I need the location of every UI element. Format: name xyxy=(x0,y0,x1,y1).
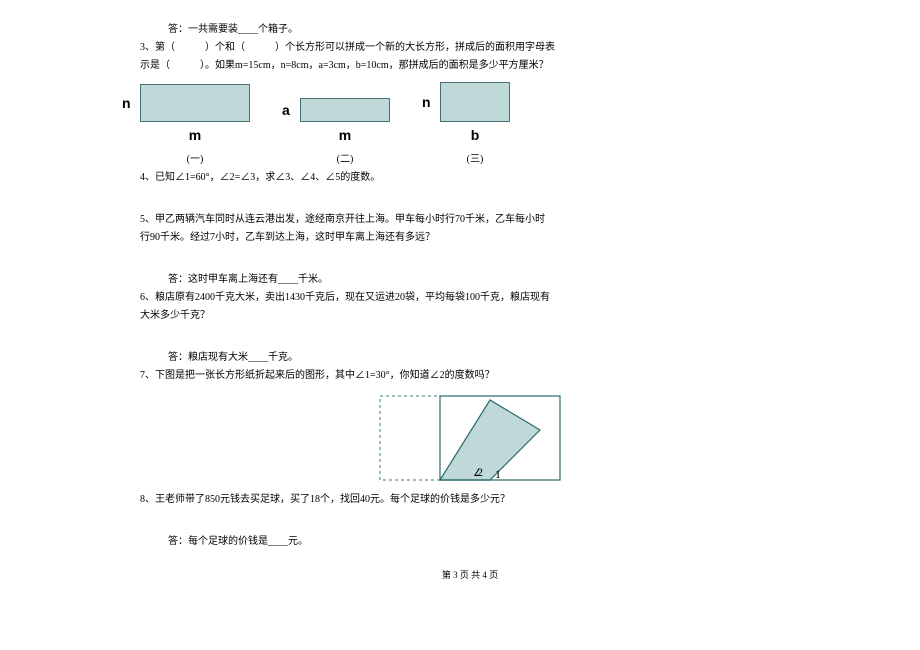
q5-answer-line: 答：这时甲车离上海还有____千米。 xyxy=(168,272,800,288)
rect3-bottom-label: b xyxy=(471,124,480,146)
rect2-left-label: a xyxy=(282,99,290,121)
fold-figure: 2 1 ∠ xyxy=(140,388,800,488)
rect3-left-label: n xyxy=(422,91,431,113)
rect-group-3: n b (三) xyxy=(440,82,510,168)
q3-line1: 3、第（ ）个和（ ）个长方形可以拼成一个新的大长方形，拼成后的面积用字母表 xyxy=(140,40,800,56)
q4-line: 4、已知∠1=60°，∠2=∠3，求∠3、∠4、∠5的度数。 xyxy=(140,170,800,186)
q6-answer-line: 答：粮店现有大米____千克。 xyxy=(168,350,800,366)
q6-line1: 6、粮店原有2400千克大米，卖出1430千克后，现在又运进20袋，平均每袋10… xyxy=(140,290,800,306)
q2-answer-line: 答：一共需要装____个箱子。 xyxy=(168,22,800,38)
q8-answer-line: 答：每个足球的价钱是____元。 xyxy=(168,534,800,550)
svg-text:∠: ∠ xyxy=(473,468,482,479)
rect-group-1: n m (一) xyxy=(140,84,250,168)
angle-1-label: 1 xyxy=(495,467,501,481)
q5-line1: 5、甲乙两辆汽车同时从连云港出发，途经南京开往上海。甲车每小时行70千米，乙车每… xyxy=(140,212,800,228)
rect3-cn-label: (三) xyxy=(467,152,484,168)
q3-line2: 示是（ ）。如果m=15cm，n=8cm，a=3cm，b=10cm，那拼成后的面… xyxy=(140,58,800,74)
rectangles-row: n m (一) a m (二) n b (三) xyxy=(140,82,800,168)
rect-group-2: a m (二) xyxy=(300,98,390,168)
page-footer: 第 3 页 共 4 页 xyxy=(140,568,800,582)
rect1-left-label: n xyxy=(122,92,131,114)
q5-line2: 行90千米。经过7小时，乙车到达上海，这时甲车离上海还有多远？ xyxy=(140,230,800,246)
rect-1 xyxy=(140,84,250,122)
fold-svg: 2 1 ∠ xyxy=(375,388,565,488)
q8-line: 8、王老师带了850元钱去买足球，买了18个，找回40元。每个足球的价钱是多少元… xyxy=(140,492,800,508)
rect2-cn-label: (二) xyxy=(337,152,354,168)
q7-line: 7、下图是把一张长方形纸折起来后的图形，其中∠1=30°，你知道∠2的度数吗？ xyxy=(140,368,800,384)
rect-2 xyxy=(300,98,390,122)
rect1-bottom-label: m xyxy=(189,124,201,146)
rect2-bottom-label: m xyxy=(339,124,351,146)
rect-3 xyxy=(440,82,510,122)
q6-line2: 大米多少千克？ xyxy=(140,308,800,324)
rect1-cn-label: (一) xyxy=(187,152,204,168)
